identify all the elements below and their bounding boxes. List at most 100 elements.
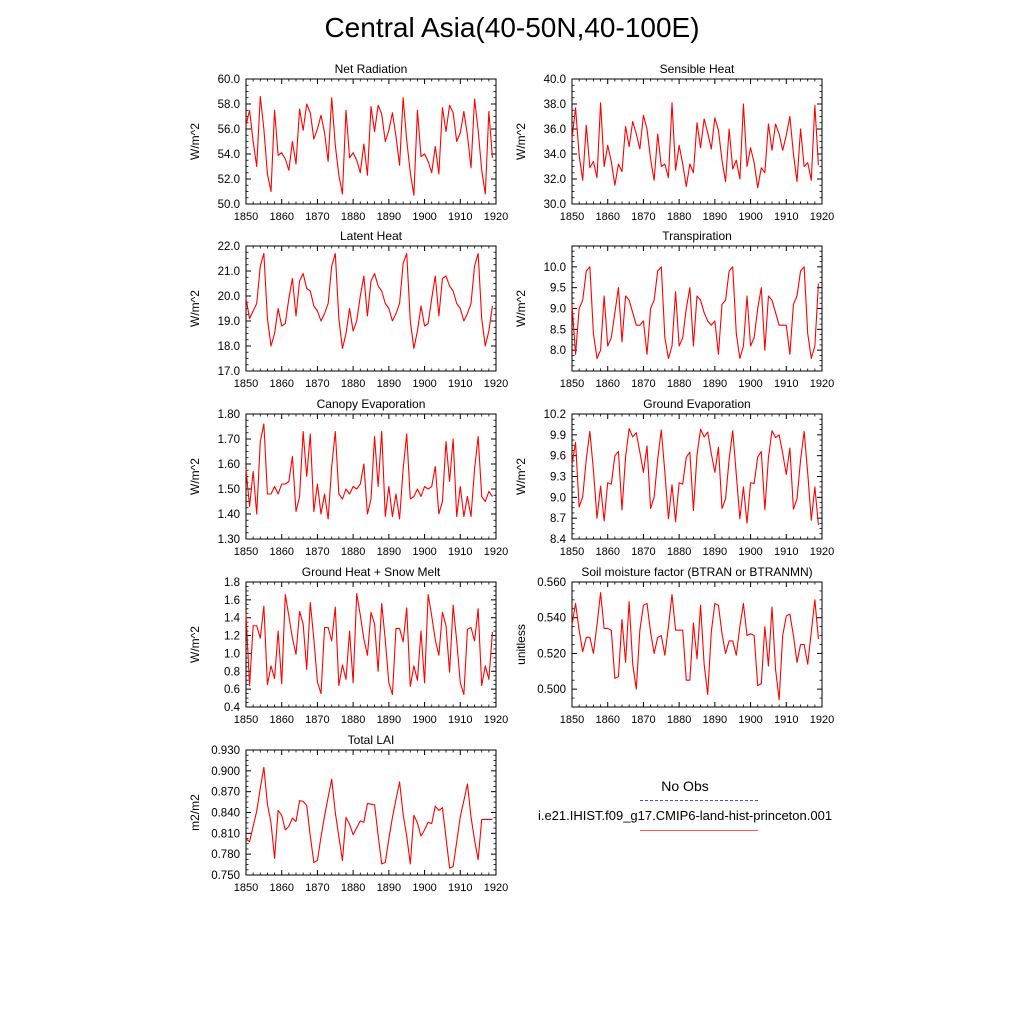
panel-soil-moisture-factor-btran-or-btranmn: Soil moisture factor (BTRAN or BTRANMN) u… xyxy=(514,565,834,726)
panel-soil-moisture-factor-btran-or-btranmn-title: Soil moisture factor (BTRAN or BTRANMN) xyxy=(581,565,812,579)
panel-soil-moisture-factor-btran-or-btranmn-xtick-label: 1890 xyxy=(703,714,727,726)
panel-net-radiation-xtick-label: 1910 xyxy=(448,211,472,223)
panel-ground-heat-snow-melt: Ground Heat + Snow Melt W/m^2 1850 1860 1870… xyxy=(188,565,508,726)
panel-canopy-evaporation-xtick-label: 1880 xyxy=(341,546,365,558)
panel-total-lai-ytick-label: 0.870 xyxy=(211,787,240,799)
panel-latent-heat-xtick-label: 1850 xyxy=(234,378,258,390)
panel-canopy-evaporation-xtick-label: 1870 xyxy=(305,546,329,558)
panel-canopy-evaporation-ytick-label: 1.80 xyxy=(218,409,240,421)
panel-transpiration-xtick-label: 1910 xyxy=(774,378,798,390)
panel-sensible-heat-title: Sensible Heat xyxy=(660,62,735,76)
panel-latent-heat-xtick-label: 1870 xyxy=(305,378,329,390)
panel-net-radiation-xtick-label: 1890 xyxy=(377,211,401,223)
panel-net-radiation-ytick-label: 58.0 xyxy=(218,99,240,111)
panel-latent-heat-ytick-label: 19.0 xyxy=(218,316,240,328)
panel-transpiration-xtick-label: 1850 xyxy=(560,378,584,390)
panel-latent-heat-ytick-label: 20.0 xyxy=(218,291,240,303)
panel-ground-heat-snow-melt-xtick-label: 1920 xyxy=(484,714,508,726)
panel-sensible-heat-xtick-label: 1910 xyxy=(774,211,798,223)
panel-ground-evaporation-ytick-label: 10.2 xyxy=(544,409,566,421)
panel-sensible-heat-xtick-label: 1880 xyxy=(667,211,691,223)
panel-ground-heat-snow-melt-xtick-label: 1860 xyxy=(269,714,293,726)
panel-canopy-evaporation-xtick-label: 1850 xyxy=(234,546,258,558)
panel-soil-moisture-factor-btran-or-btranmn-xtick-label: 1900 xyxy=(738,714,762,726)
panel-latent-heat: Latent Heat W/m^2 1850 1860 1870 1880 1890 1900… xyxy=(188,229,508,390)
panel-ground-heat-snow-melt-title: Ground Heat + Snow Melt xyxy=(302,565,441,579)
panel-canopy-evaporation-title: Canopy Evaporation xyxy=(317,397,426,411)
panel-ground-heat-snow-melt-ytick-label: 1.6 xyxy=(224,595,240,607)
panel-soil-moisture-factor-btran-or-btranmn-ytick-label: 0.560 xyxy=(537,577,566,589)
panel-canopy-evaporation-series-line xyxy=(245,423,493,520)
panel-ground-heat-snow-melt-series-line xyxy=(245,593,493,696)
panel-canopy-evaporation-ytick-label: 1.30 xyxy=(218,534,240,546)
panel-soil-moisture-factor-btran-or-btranmn-xtick-label: 1910 xyxy=(774,714,798,726)
panel-sensible-heat-xtick-label: 1870 xyxy=(631,211,655,223)
panel-ground-evaporation-ytick-label: 8.7 xyxy=(550,513,566,525)
panel-latent-heat-ytick-label: 17.0 xyxy=(218,366,240,378)
panel-soil-moisture-factor-btran-or-btranmn-xtick-label: 1870 xyxy=(631,714,655,726)
panel-latent-heat-ylabel: W/m^2 xyxy=(188,290,202,327)
panel-total-lai-series-line xyxy=(245,766,493,869)
panel-ground-heat-snow-melt-ytick-label: 1.8 xyxy=(224,577,240,589)
panel-ground-heat-snow-melt-ytick-label: 1.0 xyxy=(224,648,240,660)
panel-latent-heat-xtick-label: 1860 xyxy=(269,378,293,390)
panel-latent-heat-title: Latent Heat xyxy=(340,229,403,243)
panel-canopy-evaporation-xtick-label: 1860 xyxy=(269,546,293,558)
panel-net-radiation-xtick-label: 1870 xyxy=(305,211,329,223)
panel-latent-heat-xtick-label: 1910 xyxy=(448,378,472,390)
panel-sensible-heat-ytick-label: 34.0 xyxy=(544,149,566,161)
panel-latent-heat-xtick-label: 1890 xyxy=(377,378,401,390)
panel-latent-heat-ytick-label: 18.0 xyxy=(218,341,240,353)
panel-ground-heat-snow-melt-xtick-label: 1890 xyxy=(377,714,401,726)
panel-canopy-evaporation-ytick-label: 1.60 xyxy=(218,459,240,471)
panel-sensible-heat-ylabel: W/m^2 xyxy=(514,123,528,160)
panel-net-radiation-xtick-label: 1850 xyxy=(234,211,258,223)
panel-soil-moisture-factor-btran-or-btranmn-ytick-label: 0.520 xyxy=(537,648,566,660)
panel-net-radiation-xtick-label: 1920 xyxy=(484,211,508,223)
panel-total-lai-xtick-label: 1920 xyxy=(484,882,508,894)
panel-latent-heat-ytick-label: 21.0 xyxy=(218,266,240,278)
panel-total-lai-xtick-label: 1900 xyxy=(412,882,436,894)
panel-ground-heat-snow-melt-ytick-label: 1.4 xyxy=(224,613,241,625)
panel-soil-moisture-factor-btran-or-btranmn-series-line xyxy=(571,592,819,701)
panel-ground-evaporation-xtick-label: 1920 xyxy=(810,546,834,558)
panel-ground-heat-snow-melt-xtick-label: 1870 xyxy=(305,714,329,726)
panel-total-lai-xtick-label: 1870 xyxy=(305,882,329,894)
panel-ground-evaporation-ytick-label: 9.0 xyxy=(550,492,566,504)
panel-transpiration-xtick-label: 1860 xyxy=(595,378,619,390)
panel-total-lai-frame xyxy=(245,749,497,876)
panel-canopy-evaporation-xtick-label: 1900 xyxy=(412,546,436,558)
legend-entry-model-label: i.e21.IHIST.f09_g17.CMIP6-land-hist-prin… xyxy=(537,808,833,823)
panel-net-radiation-xtick-label: 1860 xyxy=(269,211,293,223)
panel-transpiration-title: Transpiration xyxy=(662,229,732,243)
panel-total-lai-ylabel: m2/m2 xyxy=(188,794,202,831)
panel-soil-moisture-factor-btran-or-btranmn-ytick-label: 0.540 xyxy=(537,613,566,625)
panel-ground-evaporation-ytick-label: 8.4 xyxy=(550,534,567,546)
panel-ground-heat-snow-melt-ytick-label: 0.8 xyxy=(224,666,240,678)
panel-transpiration-xtick-label: 1920 xyxy=(810,378,834,390)
panel-sensible-heat-xtick-label: 1920 xyxy=(810,211,834,223)
legend-entry-obs-label: No Obs xyxy=(661,778,709,794)
panel-total-lai-xtick-label: 1880 xyxy=(341,882,365,894)
panel-ground-evaporation-ytick-label: 9.6 xyxy=(550,451,566,463)
panel-ground-evaporation-xtick-label: 1870 xyxy=(631,546,655,558)
panel-transpiration-ytick-label: 9.0 xyxy=(550,304,566,316)
panel-transpiration-ylabel: W/m^2 xyxy=(514,290,528,327)
panel-latent-heat-xtick-label: 1900 xyxy=(412,378,436,390)
panel-ground-evaporation-xtick-label: 1880 xyxy=(667,546,691,558)
panel-latent-heat-xtick-label: 1880 xyxy=(341,378,365,390)
panel-soil-moisture-factor-btran-or-btranmn-ylabel: unitless xyxy=(514,624,528,665)
panel-latent-heat-xtick-label: 1920 xyxy=(484,378,508,390)
panel-latent-heat-ytick-label: 22.0 xyxy=(218,241,240,253)
panel-net-radiation-series-line xyxy=(245,95,493,196)
panel-total-lai-ytick-label: 0.750 xyxy=(211,870,240,882)
panel-soil-moisture-factor-btran-or-btranmn-xtick-label: 1880 xyxy=(667,714,691,726)
panel-total-lai: Total LAI m2/m2 1850 1860 1870 1880 1890 1900 19… xyxy=(188,733,508,894)
panel-soil-moisture-factor-btran-or-btranmn-ytick-label: 0.500 xyxy=(537,684,566,696)
panel-transpiration-xtick-label: 1900 xyxy=(738,378,762,390)
panel-soil-moisture-factor-btran-or-btranmn-frame xyxy=(571,581,823,708)
panel-sensible-heat: Sensible Heat W/m^2 1850 1860 1870 1880 1890 19… xyxy=(514,62,834,223)
panel-ground-heat-snow-melt-xtick-label: 1880 xyxy=(341,714,365,726)
panel-total-lai-xtick-label: 1890 xyxy=(377,882,401,894)
